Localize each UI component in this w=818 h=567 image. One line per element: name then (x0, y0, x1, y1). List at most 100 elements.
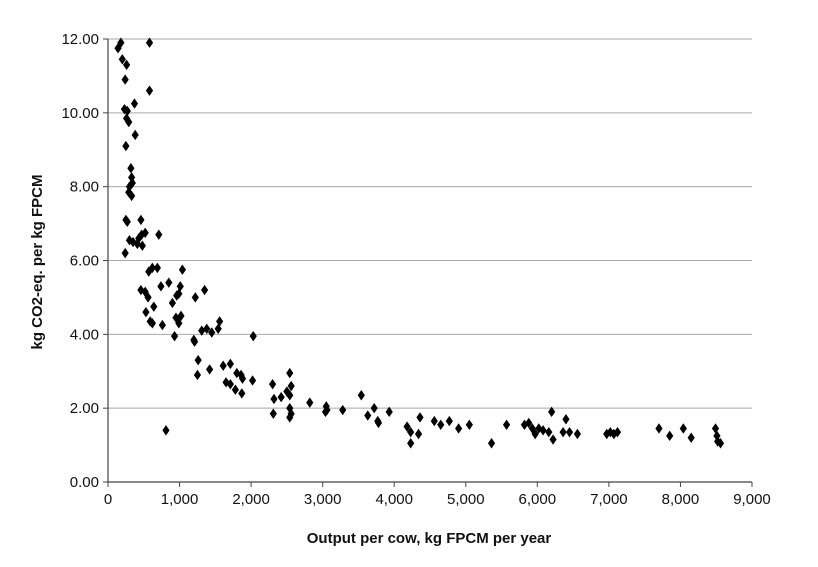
data-point (123, 59, 131, 71)
data-point (321, 406, 330, 418)
data-point (208, 327, 216, 338)
data-point (714, 436, 722, 447)
data-point (549, 434, 557, 445)
data-point (531, 428, 539, 440)
data-point (238, 388, 246, 399)
data-point (339, 404, 347, 416)
data-point (465, 419, 473, 430)
x-tick-label: 2,000 (232, 491, 270, 508)
data-point (286, 412, 294, 423)
data-point (133, 238, 141, 250)
data-point (144, 292, 152, 303)
data-point (286, 367, 294, 379)
x-tick-label: 4,000 (375, 491, 413, 508)
data-point (198, 325, 206, 336)
data-point (219, 360, 227, 371)
data-point (226, 378, 234, 390)
data-point (370, 402, 378, 414)
data-point (191, 292, 199, 303)
data-point (357, 390, 365, 401)
data-point (565, 426, 574, 438)
data-point (175, 288, 183, 299)
data-point (155, 229, 163, 240)
y-tick-label: 12.00 (61, 31, 99, 48)
data-point (127, 163, 135, 174)
data-point (666, 430, 674, 442)
data-point (178, 264, 187, 275)
data-point (201, 284, 209, 296)
data-point (374, 417, 383, 429)
data-point (231, 384, 239, 395)
data-point (679, 423, 687, 434)
data-point (711, 423, 720, 434)
axes (103, 38, 753, 487)
data-point (502, 419, 511, 430)
data-point (277, 391, 285, 403)
data-point (613, 426, 622, 438)
data-point (416, 412, 424, 423)
data-point (162, 425, 170, 436)
data-point (137, 214, 145, 226)
data-point (445, 415, 453, 427)
data-point (364, 410, 372, 421)
x-tick-label: 6,000 (519, 491, 557, 508)
x-tick-label: 7,000 (590, 491, 628, 508)
data-point (114, 43, 122, 54)
data-point (287, 380, 295, 392)
x-tick-labels: 0 1,000 2,000 3,000 4,000 5,000 6,000 7,000 8,00… (104, 491, 771, 508)
data-point (687, 432, 695, 443)
data-point (123, 105, 131, 117)
data-point (150, 301, 158, 312)
x-tick-label: 9,000 (733, 491, 771, 508)
x-tick-label: 3,000 (304, 491, 342, 508)
data-point (190, 336, 199, 347)
data-point (214, 323, 222, 334)
data-point (269, 408, 277, 419)
data-point (437, 419, 445, 430)
data-point (203, 323, 211, 334)
data-point (248, 375, 257, 386)
data-point (403, 421, 411, 432)
data-point (130, 98, 139, 109)
data-point (121, 247, 129, 259)
data-point (610, 428, 618, 440)
data-point (117, 37, 125, 48)
data-point (148, 262, 156, 274)
data-point (306, 397, 314, 408)
data-points (114, 37, 725, 449)
data-point (128, 190, 136, 202)
gridlines (108, 38, 752, 409)
data-point (193, 369, 202, 381)
y-tick-labels: 0.00 2.00 4.00 6.00 8.00 10.00 12.00 (61, 31, 99, 491)
data-point (175, 318, 183, 329)
data-point (520, 419, 529, 430)
y-tick-label: 4.00 (70, 326, 99, 343)
data-point (157, 281, 165, 292)
y-tick-label: 8.00 (70, 179, 99, 196)
x-tick-label: 8,000 (662, 491, 700, 508)
data-point (238, 373, 247, 384)
data-point (158, 319, 166, 331)
data-point (716, 438, 725, 449)
data-point (138, 240, 146, 251)
y-axis-title: kg CO2-eq. per kg FPCM (29, 174, 46, 349)
data-point (249, 330, 257, 342)
data-point (268, 378, 277, 390)
x-tick-label: 1,000 (161, 491, 199, 508)
data-point (118, 54, 126, 65)
data-point (145, 37, 154, 48)
data-point (131, 129, 139, 141)
data-point (148, 318, 156, 329)
data-point (539, 425, 547, 436)
data-point (226, 358, 234, 370)
data-point (655, 423, 663, 434)
x-tick-label: 5,000 (447, 491, 485, 508)
data-point (286, 402, 294, 414)
y-tick-label: 6.00 (70, 253, 99, 270)
data-point (573, 428, 582, 440)
data-point (414, 428, 423, 440)
x-tick-label: 0 (104, 491, 112, 508)
data-point (548, 406, 556, 418)
data-point (145, 85, 154, 96)
